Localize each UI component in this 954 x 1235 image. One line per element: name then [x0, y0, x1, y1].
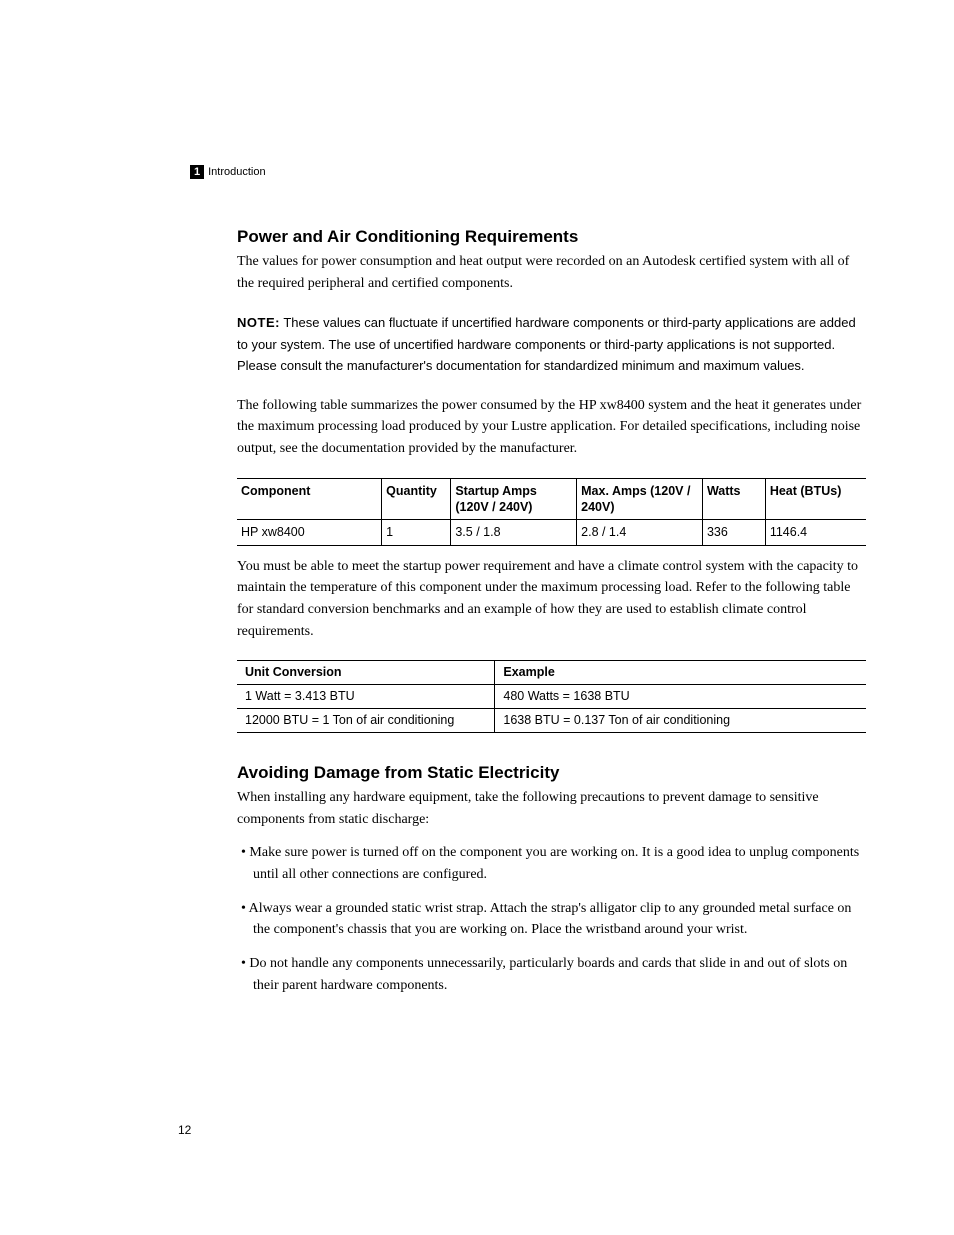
paragraph: You must be able to meet the startup pow…	[237, 556, 866, 643]
power-table: ComponentQuantityStartup Amps (120V / 24…	[237, 478, 866, 546]
table-header-cell: Component	[237, 478, 382, 520]
table-row: HP xw840013.5 / 1.82.8 / 1.43361146.4	[237, 520, 866, 545]
note-label: NOTE:	[237, 315, 280, 330]
paragraph: When installing any hardware equipment, …	[237, 787, 866, 830]
table-header-cell: Max. Amps (120V / 240V)	[577, 478, 703, 520]
table-row: 12000 BTU = 1 Ton of air conditioning163…	[237, 709, 866, 733]
chapter-tag: 1 Introduction	[190, 165, 866, 179]
section-heading-power: Power and Air Conditioning Requirements	[237, 227, 866, 247]
table-cell: 2.8 / 1.4	[577, 520, 703, 545]
table-cell: HP xw8400	[237, 520, 382, 545]
table-row: 1 Watt = 3.413 BTU480 Watts = 1638 BTU	[237, 685, 866, 709]
table-header-cell: Watts	[702, 478, 765, 520]
table-header-cell: Quantity	[382, 478, 451, 520]
list-item: Always wear a grounded static wrist stra…	[241, 898, 866, 941]
note-text: These values can fluctuate if uncertifie…	[237, 315, 856, 373]
table-cell: 1638 BTU = 0.137 Ton of air conditioning	[495, 709, 866, 733]
table-header-row: ComponentQuantityStartup Amps (120V / 24…	[237, 478, 866, 520]
note-paragraph: NOTE: These values can fluctuate if unce…	[237, 312, 866, 376]
table-cell: 3.5 / 1.8	[451, 520, 577, 545]
table-header-cell: Startup Amps (120V / 240V)	[451, 478, 577, 520]
chapter-title: Introduction	[208, 166, 265, 178]
chapter-number-badge: 1	[190, 165, 204, 179]
table-header-cell: Example	[495, 661, 866, 685]
content-column: Power and Air Conditioning Requirements …	[237, 227, 866, 996]
paragraph: The values for power consumption and hea…	[237, 251, 866, 294]
page-number: 12	[178, 1123, 191, 1137]
table-cell: 1	[382, 520, 451, 545]
list-item: Make sure power is turned off on the com…	[241, 842, 866, 885]
precautions-list: Make sure power is turned off on the com…	[237, 842, 866, 996]
section-heading-static: Avoiding Damage from Static Electricity	[237, 763, 866, 783]
table-header-cell: Heat (BTUs)	[765, 478, 866, 520]
table-cell: 336	[702, 520, 765, 545]
table-header-row: Unit ConversionExample	[237, 661, 866, 685]
table-cell: 12000 BTU = 1 Ton of air conditioning	[237, 709, 495, 733]
table-cell: 480 Watts = 1638 BTU	[495, 685, 866, 709]
list-item: Do not handle any components unnecessari…	[241, 953, 866, 996]
table-header-cell: Unit Conversion	[237, 661, 495, 685]
page-container: 1 Introduction Power and Air Conditionin…	[0, 0, 954, 1235]
paragraph: The following table summarizes the power…	[237, 395, 866, 460]
table-cell: 1 Watt = 3.413 BTU	[237, 685, 495, 709]
table-cell: 1146.4	[765, 520, 866, 545]
conversion-table: Unit ConversionExample 1 Watt = 3.413 BT…	[237, 660, 866, 733]
